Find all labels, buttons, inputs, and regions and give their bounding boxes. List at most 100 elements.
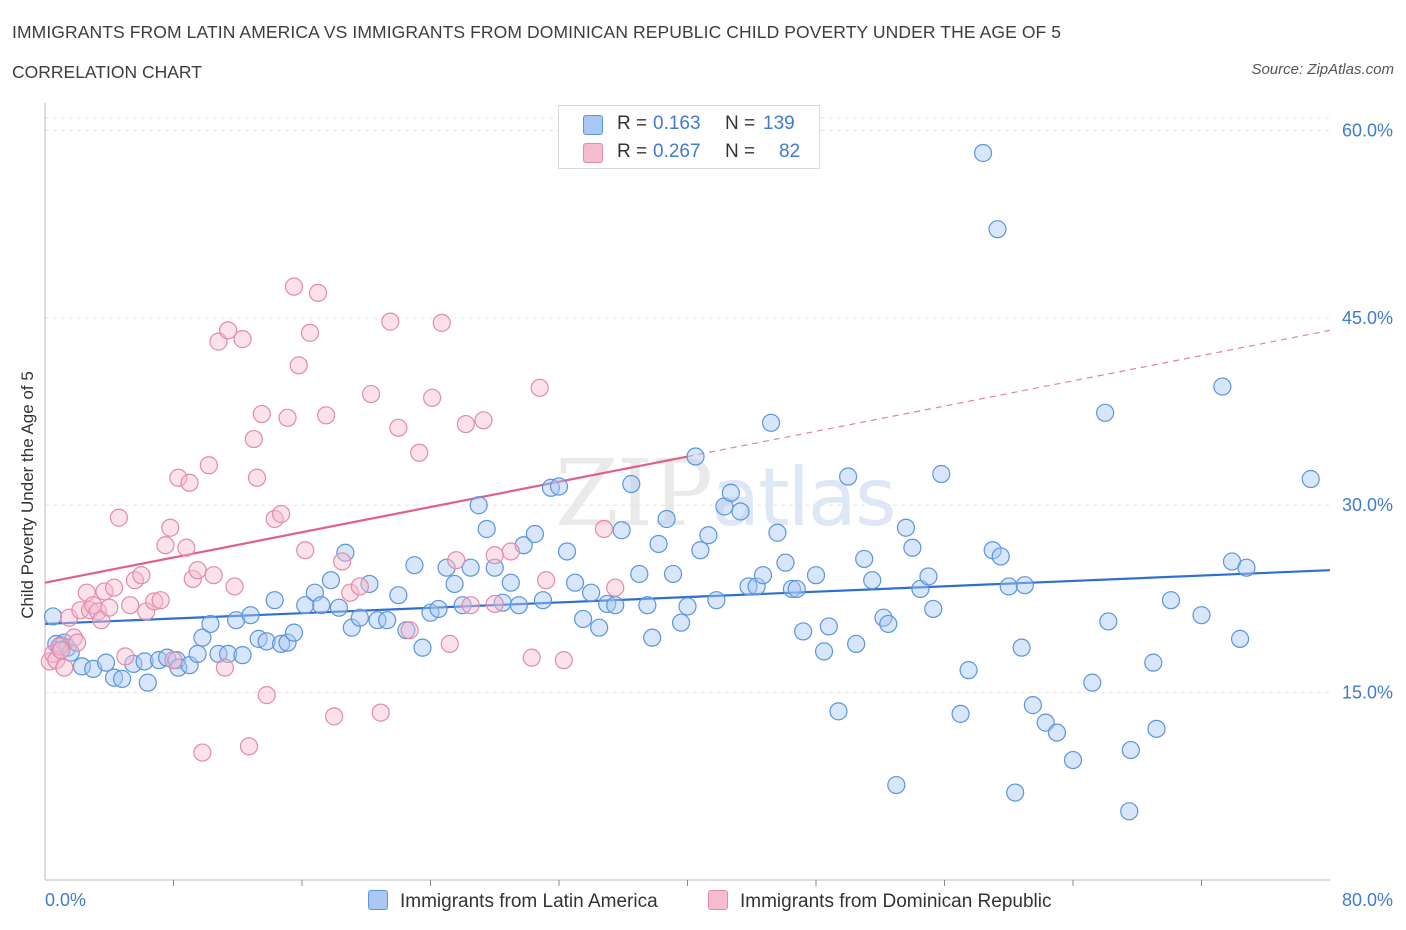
data-point [272, 634, 291, 654]
data-point [312, 596, 331, 615]
data-point [104, 578, 124, 597]
data-point [341, 583, 360, 602]
data-point [663, 564, 683, 584]
data-point [151, 591, 170, 610]
data-point [612, 521, 631, 540]
y-tick-label: 45.0% [1342, 308, 1393, 328]
data-point [456, 414, 475, 434]
data-point [410, 443, 429, 462]
data-point [1237, 558, 1256, 577]
data-point [100, 598, 119, 617]
data-point [440, 634, 459, 654]
data-point [622, 474, 641, 494]
data-point [132, 566, 151, 585]
data-point [116, 647, 135, 666]
data-point [1012, 638, 1031, 657]
data-point [215, 658, 234, 677]
data-point [325, 707, 344, 726]
data-point [501, 573, 520, 592]
data-point [991, 547, 1010, 566]
n-value: 139 [763, 113, 795, 134]
data-point [699, 526, 718, 545]
data-point [903, 538, 922, 557]
data-point [525, 524, 545, 544]
data-point [241, 606, 260, 625]
data-point [1023, 696, 1042, 715]
data-point [1147, 719, 1166, 738]
data-point [145, 592, 164, 611]
data-point [1047, 723, 1067, 742]
data-point [445, 574, 464, 594]
legend-swatch-pink [583, 143, 603, 163]
data-point [522, 648, 541, 667]
data-point [121, 596, 140, 615]
legend-item-latin-america[interactable]: Immigrants from Latin America [368, 890, 658, 913]
data-point [296, 596, 315, 615]
data-point [530, 378, 549, 397]
data-point [177, 538, 196, 557]
trend-line-solid [44, 455, 688, 584]
data-point [1120, 802, 1139, 821]
data-point [1121, 740, 1140, 760]
watermark-atlas: atlas [711, 451, 896, 544]
series-dominican-republic-points [40, 277, 625, 762]
data-point [329, 598, 349, 617]
data-point [437, 558, 456, 577]
data-point [204, 566, 223, 585]
data-point [782, 579, 802, 599]
data-point [919, 567, 938, 586]
data-point [999, 577, 1018, 596]
data-point [447, 551, 466, 570]
legend-swatch-pink [708, 890, 728, 910]
data-point [630, 564, 649, 584]
data-point [188, 561, 207, 580]
chart-title: IMMIGRANTS FROM LATIN AMERICA VS IMMIGRA… [12, 22, 1062, 42]
data-point [289, 356, 308, 375]
data-point [95, 582, 114, 601]
data-point [573, 609, 593, 629]
data-point [389, 418, 408, 437]
data-point [1144, 653, 1163, 672]
data-point [300, 323, 320, 342]
data-point [829, 702, 848, 721]
r-value: 0.267 [653, 141, 701, 162]
data-point [924, 599, 943, 619]
data-point [671, 613, 691, 632]
data-point [590, 618, 609, 637]
x-tick-max: 80.0% [1341, 890, 1393, 910]
data-point [161, 518, 180, 537]
legend-item-dominican-republic[interactable]: Immigrants from Dominican Republic [708, 890, 1052, 913]
data-point [284, 623, 304, 642]
data-point [855, 549, 874, 569]
data-point [368, 611, 387, 630]
data-point [1161, 591, 1181, 610]
legend-label: Immigrants from Latin America [400, 891, 658, 912]
data-point [819, 617, 838, 636]
data-point [707, 591, 726, 610]
data-point [389, 586, 408, 605]
data-point [932, 464, 951, 484]
data-point [959, 661, 978, 680]
data-point [847, 634, 866, 654]
data-point [485, 546, 504, 565]
y-tick-label: 30.0% [1342, 495, 1393, 515]
data-point [951, 704, 970, 723]
n-label: N = [725, 141, 756, 162]
data-point [381, 312, 400, 331]
data-point [691, 541, 710, 560]
data-point [657, 509, 676, 529]
data-point [378, 611, 397, 630]
data-point [896, 518, 916, 537]
data-point [316, 406, 336, 425]
r-label: R = [617, 113, 648, 134]
data-point [55, 658, 74, 677]
data-point [565, 573, 585, 592]
data-point [405, 556, 424, 575]
data-point [582, 583, 601, 602]
data-point [509, 596, 528, 615]
watermark: ZIPatlas [555, 440, 897, 547]
data-point [1099, 612, 1118, 631]
data-point [1301, 469, 1320, 489]
data-point [432, 313, 451, 332]
data-point [731, 502, 750, 521]
